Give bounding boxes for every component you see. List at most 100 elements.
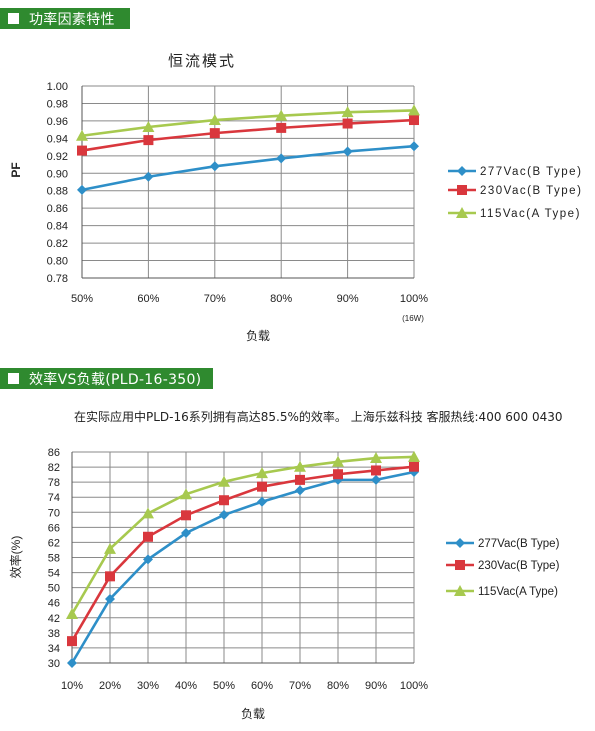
- data-point: [181, 510, 191, 521]
- x-tick-label: 80%: [327, 680, 349, 692]
- series-line: [81, 144, 415, 192]
- y-axis-label: PF: [9, 162, 23, 177]
- data-point: [295, 485, 305, 496]
- data-point: [218, 475, 230, 487]
- y-tick-label: 0.94: [47, 133, 68, 145]
- data-point: [105, 593, 115, 604]
- data-point: [333, 469, 343, 480]
- data-point: [294, 460, 306, 472]
- data-point: [105, 571, 115, 582]
- legend-marker: [454, 585, 466, 596]
- y-tick-label: 0.82: [47, 238, 68, 250]
- x-tick-label: 90%: [337, 293, 359, 305]
- x-unit-note: (16W): [402, 314, 424, 323]
- section-header-power-factor: 功率因素特性: [0, 8, 130, 29]
- data-point: [143, 135, 154, 146]
- y-tick-label: 74: [48, 492, 60, 504]
- x-tick-label: 70%: [204, 293, 226, 305]
- data-point: [143, 531, 153, 542]
- data-point: [257, 481, 267, 492]
- y-tick-label: 42: [48, 613, 60, 625]
- data-point: [143, 554, 153, 565]
- data-point: [76, 129, 88, 141]
- data-point: [142, 121, 155, 133]
- x-axis-label: 负载: [241, 707, 265, 721]
- data-point: [275, 109, 288, 121]
- y-tick-label: 78: [48, 477, 60, 489]
- legend-marker: [457, 185, 467, 195]
- x-tick-label: 40%: [175, 680, 197, 692]
- data-point: [408, 104, 420, 116]
- y-tick-label: 66: [48, 522, 60, 534]
- data-point: [67, 658, 77, 668]
- data-point: [409, 141, 419, 152]
- y-tick-label: 58: [48, 553, 60, 565]
- y-tick-label: 0.86: [47, 203, 68, 215]
- y-tick-label: 38: [48, 628, 60, 640]
- legend-marker: [456, 207, 468, 218]
- data-point: [180, 488, 192, 500]
- chart-title: 恒流模式: [168, 53, 236, 70]
- data-point: [409, 115, 419, 126]
- series-line: [70, 470, 415, 664]
- x-tick-label: 60%: [251, 680, 273, 692]
- y-tick-label: 0.84: [47, 221, 68, 233]
- data-point: [142, 507, 154, 519]
- x-tick-label: 80%: [270, 293, 292, 305]
- data-point: [371, 465, 381, 476]
- legend-label: 230Vac(B Type): [480, 185, 582, 197]
- x-tick-label: 10%: [61, 680, 83, 692]
- y-tick-label: 0.96: [47, 116, 68, 128]
- data-point: [342, 118, 353, 129]
- legend-label: 115Vac(A Type): [480, 208, 581, 220]
- data-point: [342, 146, 353, 157]
- y-tick-label: 86: [48, 447, 60, 459]
- square-bullet-icon: [8, 13, 19, 24]
- data-point: [332, 455, 344, 467]
- data-point: [370, 452, 382, 464]
- legend-marker: [457, 166, 467, 176]
- data-point: [257, 496, 267, 507]
- data-point: [208, 114, 221, 126]
- data-point: [408, 450, 420, 462]
- square-bullet-icon: [8, 373, 19, 384]
- x-tick-label: 50%: [213, 680, 235, 692]
- data-point: [295, 474, 305, 485]
- data-point: [77, 145, 87, 156]
- data-point: [209, 128, 220, 139]
- data-point: [276, 122, 287, 133]
- data-point: [256, 467, 268, 479]
- data-point: [104, 542, 116, 554]
- series-line: [70, 455, 415, 615]
- series-line: [81, 109, 415, 138]
- y-tick-label: 0.88: [47, 186, 68, 198]
- y-tick-label: 1.00: [47, 81, 68, 93]
- section-header-efficiency: 效率VS负载(PLD-16-350): [0, 368, 213, 389]
- x-tick-label: 20%: [99, 680, 121, 692]
- y-tick-label: 50: [48, 583, 60, 595]
- data-point: [276, 153, 287, 164]
- x-tick-label: 30%: [137, 680, 159, 692]
- y-tick-label: 0.90: [47, 168, 68, 180]
- y-tick-label: 34: [48, 643, 60, 655]
- x-tick-label: 60%: [137, 293, 159, 305]
- section-title: 效率VS负载(PLD-16-350): [29, 371, 202, 388]
- data-point: [66, 608, 78, 620]
- y-tick-label: 70: [48, 507, 60, 519]
- efficiency-note: 在实际应用中PLD-16系列拥有高达85.5%的效率。 上海乐兹科技 客服热线:…: [74, 410, 563, 424]
- x-tick-label: 50%: [71, 293, 93, 305]
- y-tick-label: 46: [48, 598, 60, 610]
- data-point: [409, 461, 419, 472]
- legend-marker: [455, 538, 465, 548]
- y-tick-label: 54: [48, 568, 60, 580]
- data-point: [77, 184, 87, 195]
- data-point: [181, 528, 191, 539]
- data-point: [209, 161, 220, 172]
- legend-label: 230Vac(B Type): [478, 560, 560, 572]
- legend-label: 277Vac(B Type): [480, 166, 582, 178]
- legend-label: 115Vac(A Type): [478, 586, 558, 598]
- y-tick-label: 0.80: [47, 256, 68, 268]
- data-point: [219, 509, 229, 520]
- y-tick-label: 0.92: [47, 151, 68, 163]
